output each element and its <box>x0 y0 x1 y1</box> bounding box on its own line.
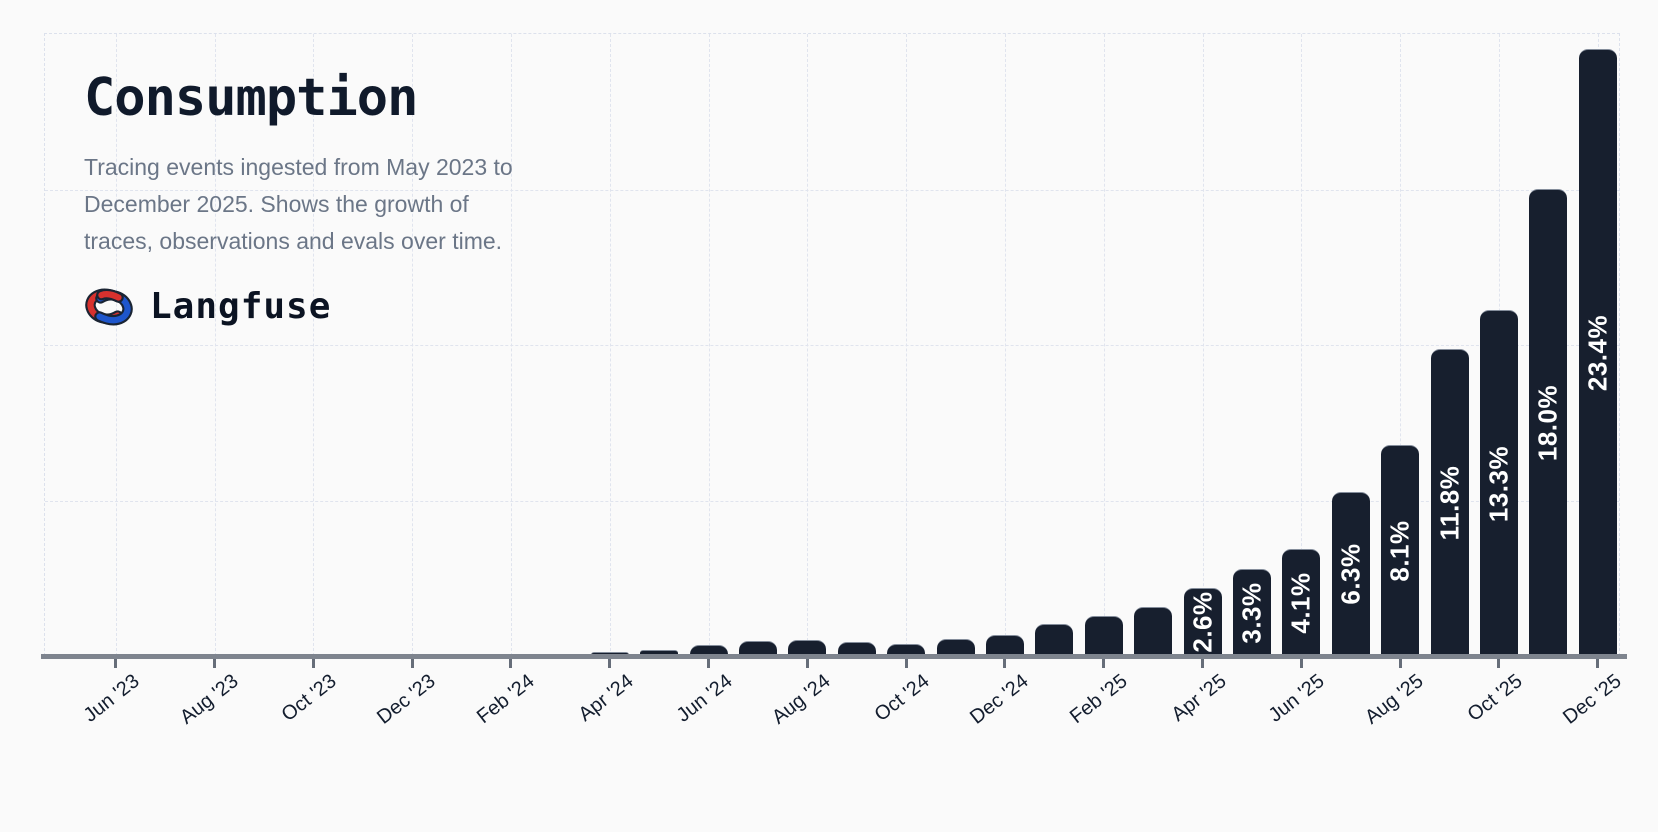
v-gridline-aug--25 <box>1400 34 1402 656</box>
bar-jul--25: 6.3% <box>1331 491 1370 656</box>
h-gridline-6pct <box>45 500 1619 502</box>
x-axis-tick-label: Jun '24 <box>672 670 737 727</box>
v-gridline-jun--23 <box>115 34 117 656</box>
x-axis-tick-label: Apr '25 <box>1167 670 1231 726</box>
h-gridline-12pct <box>45 345 1619 346</box>
x-axis-tick <box>1102 658 1106 668</box>
bar-may--25: 3.3% <box>1232 569 1271 656</box>
bar-nov--24 <box>936 638 975 656</box>
v-gridline-apr--25 <box>1202 34 1204 656</box>
bar-value-label: 8.1% <box>1384 520 1415 582</box>
v-gridline-aug--23 <box>214 34 216 656</box>
x-axis-tick <box>1299 658 1303 668</box>
bar-jul--24 <box>738 641 777 656</box>
x-axis-tick-label: Feb '24 <box>472 670 539 729</box>
page-title: Consumption <box>84 68 418 128</box>
bar-jan--25 <box>1035 624 1074 656</box>
bar-mar--25 <box>1134 606 1173 656</box>
x-axis-tick <box>311 658 315 668</box>
bar-jun--25: 4.1% <box>1282 548 1321 656</box>
subtitle-line-1: Tracing events ingested from May 2023 to <box>84 154 513 181</box>
v-gridline-oct--24 <box>906 34 908 656</box>
x-axis-tick-label: Apr '24 <box>574 670 638 726</box>
chart-header: Consumption Tracing events ingested from… <box>84 68 513 327</box>
x-axis-tick-label: Dec '25 <box>1558 670 1626 729</box>
x-axis-tick <box>904 658 908 668</box>
bar-sep--25: 11.8% <box>1430 349 1469 656</box>
bar-value-label: 18.0% <box>1532 384 1563 461</box>
brand-row: Langfuse <box>84 286 513 327</box>
x-axis-tick <box>707 658 710 668</box>
langfuse-knot-icon <box>84 287 134 327</box>
bar-value-label: 3.3% <box>1236 582 1267 644</box>
x-axis-tick-label: Oct '25 <box>1463 670 1527 726</box>
bar-feb--25 <box>1084 616 1123 656</box>
bar-value-label: 6.3% <box>1335 543 1366 605</box>
v-gridline-feb--24 <box>510 34 512 656</box>
x-axis-tick-label: Jun '23 <box>79 670 144 727</box>
bar-nov--25: 18.0% <box>1529 188 1568 656</box>
v-gridline-aug--24 <box>807 34 809 656</box>
subtitle-line-2: December 2025. Shows the growth of <box>84 191 469 218</box>
x-axis-tick <box>114 658 118 668</box>
x-axis-tick-label: Aug '24 <box>768 670 835 729</box>
bar-dec--24 <box>985 634 1024 656</box>
bar-jun--24 <box>689 644 728 656</box>
bar-value-label: 13.3% <box>1483 445 1514 522</box>
x-axis-tick <box>805 658 809 668</box>
x-axis-tick <box>608 658 612 668</box>
x-axis-tick <box>410 658 414 668</box>
x-axis-tick <box>1003 658 1007 668</box>
bar-aug--24 <box>788 640 827 656</box>
x-axis-tick <box>1497 658 1501 668</box>
v-gridline-dec--23 <box>412 34 414 656</box>
v-gridline-dec--24 <box>1004 34 1006 656</box>
bar-apr--25: 2.6% <box>1183 587 1222 656</box>
x-axis-tick-label: Aug '25 <box>1361 670 1428 729</box>
bar-oct--25: 13.3% <box>1479 310 1518 656</box>
bar-value-label: 4.1% <box>1285 572 1316 634</box>
h-gridline-18pct <box>45 189 1619 191</box>
brand-name: Langfuse <box>150 286 332 328</box>
bar-may--24 <box>640 650 679 656</box>
x-axis-tick <box>1201 658 1204 668</box>
bar-aug--25: 8.1% <box>1381 445 1420 656</box>
v-gridline-oct--23 <box>313 34 315 656</box>
v-gridline-feb--25 <box>1103 34 1105 656</box>
v-gridline-apr--24 <box>609 34 611 656</box>
v-gridline-jun--24 <box>708 34 710 656</box>
subtitle-line-3: traces, observations and evals over time… <box>84 228 503 255</box>
x-axis-line <box>41 654 1627 659</box>
x-axis-tick <box>213 658 216 668</box>
x-axis-tick-label: Oct '24 <box>870 670 934 726</box>
x-axis-tick-label: Dec '23 <box>373 670 440 729</box>
x-axis-tick <box>509 658 513 668</box>
v-gridline-jun--25 <box>1301 34 1303 656</box>
bar-value-label: 2.6% <box>1187 591 1217 653</box>
chart-subtitle: Tracing events ingested from May 2023 to… <box>84 149 513 260</box>
plot-area: Jun '23 Aug '23 Oct '23 Dec '23 Feb '24 Apr '… <box>41 33 1627 729</box>
x-axis-tick <box>1596 658 1600 668</box>
x-axis-tick <box>1398 658 1402 668</box>
bar-sep--24 <box>837 642 876 656</box>
bar-dec--25: 23.4% <box>1578 48 1617 656</box>
bar-value-label: 11.8% <box>1434 465 1464 541</box>
bar-value-label: 23.4% <box>1582 314 1613 391</box>
bar-oct--24 <box>887 643 926 656</box>
x-axis-tick-label: Dec '24 <box>965 670 1033 729</box>
x-axis-tick-label: Oct '23 <box>277 670 341 726</box>
x-axis-tick-label: Feb '25 <box>1065 670 1132 729</box>
x-axis-tick-label: Aug '23 <box>175 670 243 729</box>
x-axis-tick-label: Jun '25 <box>1264 670 1329 727</box>
